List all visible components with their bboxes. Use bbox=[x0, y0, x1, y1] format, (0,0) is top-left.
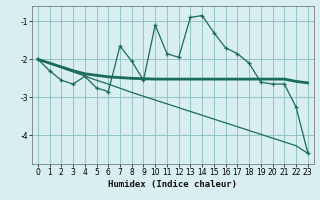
X-axis label: Humidex (Indice chaleur): Humidex (Indice chaleur) bbox=[108, 180, 237, 189]
